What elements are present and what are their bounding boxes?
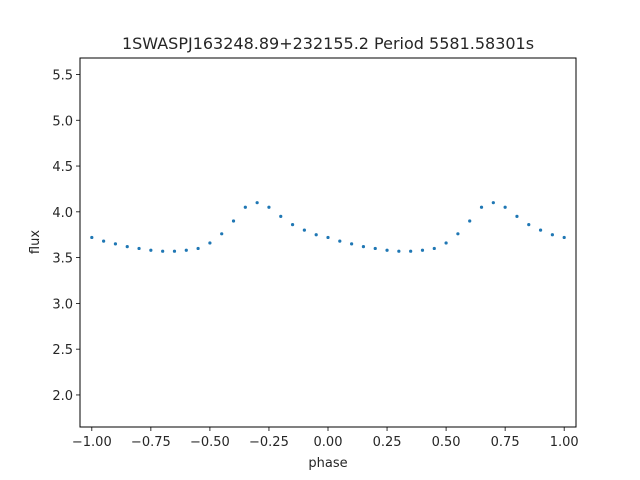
x-tick-label: −0.50	[190, 435, 230, 450]
data-point	[113, 242, 118, 246]
data-point	[243, 205, 247, 209]
data-point	[184, 248, 188, 252]
x-tick-label: −1.00	[72, 435, 112, 450]
data-point	[420, 248, 425, 252]
data-point	[444, 241, 448, 245]
data-point	[279, 214, 283, 218]
x-tick-label: 0.00	[314, 435, 343, 450]
data-point	[314, 233, 318, 237]
x-axis: −1.00 −0.75 −0.50 −0.25 0.00 0.25 0.50 0.75 1.00	[72, 427, 579, 450]
data-point	[161, 249, 165, 253]
data-point	[562, 235, 566, 240]
data-point	[102, 239, 106, 243]
x-tick-label: 0.25	[373, 435, 402, 450]
data-point	[90, 235, 94, 240]
y-tick-label: 3.0	[52, 297, 73, 312]
y-tick-label: 5.0	[52, 114, 73, 129]
y-axis: 2.0 2.5 3.0 3.5 4.0 4.5 5.0 5.5	[52, 68, 80, 404]
data-point	[397, 249, 401, 253]
x-tick-label: 1.00	[550, 435, 579, 450]
data-point	[149, 248, 153, 252]
y-tick-label: 3.5	[52, 252, 73, 267]
x-tick-label: 0.50	[432, 435, 461, 450]
y-axis-label: flux	[28, 230, 43, 254]
x-axis-label: phase	[308, 456, 347, 471]
data-point	[338, 239, 342, 243]
y-tick-label: 4.5	[52, 160, 73, 175]
chart-title: 1SWASPJ163248.89+232155.2 Period 5581.58…	[122, 34, 534, 53]
data-point	[196, 246, 200, 251]
y-tick-label: 4.0	[52, 206, 73, 221]
data-point	[326, 235, 330, 240]
data-point	[302, 228, 306, 232]
data-point	[491, 201, 495, 205]
data-point	[468, 219, 472, 223]
y-tick-label: 5.5	[52, 68, 73, 83]
data-point	[267, 205, 271, 209]
data-point	[538, 228, 543, 232]
x-tick-label: −0.25	[249, 435, 289, 450]
x-tick-label: 0.75	[491, 435, 520, 450]
data-point	[290, 223, 295, 227]
data-point	[409, 249, 413, 253]
data-point	[373, 246, 377, 251]
x-tick-label: −0.75	[131, 435, 171, 450]
data-point	[231, 219, 236, 223]
data-point	[550, 233, 554, 237]
data-point	[350, 242, 354, 246]
scatter-points	[90, 201, 566, 253]
data-point	[515, 214, 519, 218]
data-point	[385, 248, 389, 252]
data-point	[432, 246, 436, 251]
y-tick-label: 2.5	[52, 343, 73, 358]
data-point	[220, 232, 224, 236]
data-point	[208, 241, 212, 245]
data-point	[172, 249, 177, 253]
data-point	[137, 246, 141, 251]
data-point	[527, 223, 531, 227]
data-point	[125, 245, 129, 249]
data-point	[503, 205, 507, 209]
data-point	[361, 245, 366, 249]
y-tick-label: 2.0	[52, 389, 73, 404]
data-point	[456, 232, 460, 236]
data-point	[479, 205, 484, 209]
data-point	[255, 201, 259, 205]
